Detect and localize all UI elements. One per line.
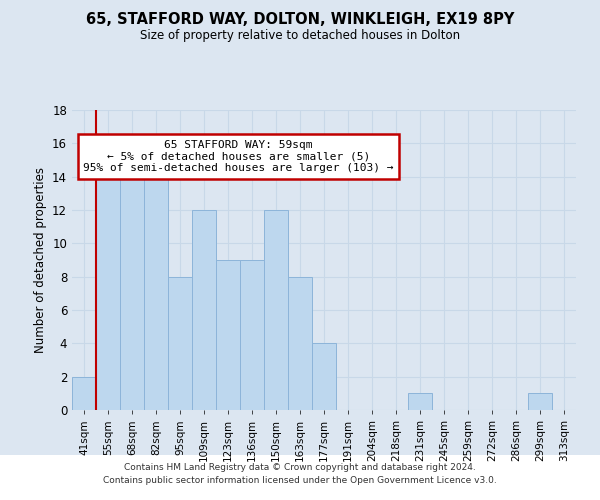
Text: 65 STAFFORD WAY: 59sqm
← 5% of detached houses are smaller (5)
95% of semi-detac: 65 STAFFORD WAY: 59sqm ← 5% of detached … — [83, 140, 394, 173]
Y-axis label: Number of detached properties: Number of detached properties — [34, 167, 47, 353]
Bar — [528, 394, 552, 410]
Bar — [288, 276, 312, 410]
Bar — [96, 176, 120, 410]
Bar — [192, 210, 216, 410]
Bar — [240, 260, 264, 410]
Bar — [312, 344, 336, 410]
Text: Contains public sector information licensed under the Open Government Licence v3: Contains public sector information licen… — [103, 476, 497, 485]
Bar — [120, 160, 144, 410]
Bar — [408, 394, 432, 410]
Bar — [216, 260, 240, 410]
Bar — [264, 210, 288, 410]
Bar — [168, 276, 192, 410]
Text: 65, STAFFORD WAY, DOLTON, WINKLEIGH, EX19 8PY: 65, STAFFORD WAY, DOLTON, WINKLEIGH, EX1… — [86, 12, 514, 28]
Text: Size of property relative to detached houses in Dolton: Size of property relative to detached ho… — [140, 29, 460, 42]
Bar — [144, 176, 168, 410]
Text: Contains HM Land Registry data © Crown copyright and database right 2024.: Contains HM Land Registry data © Crown c… — [124, 462, 476, 471]
Bar — [72, 376, 96, 410]
